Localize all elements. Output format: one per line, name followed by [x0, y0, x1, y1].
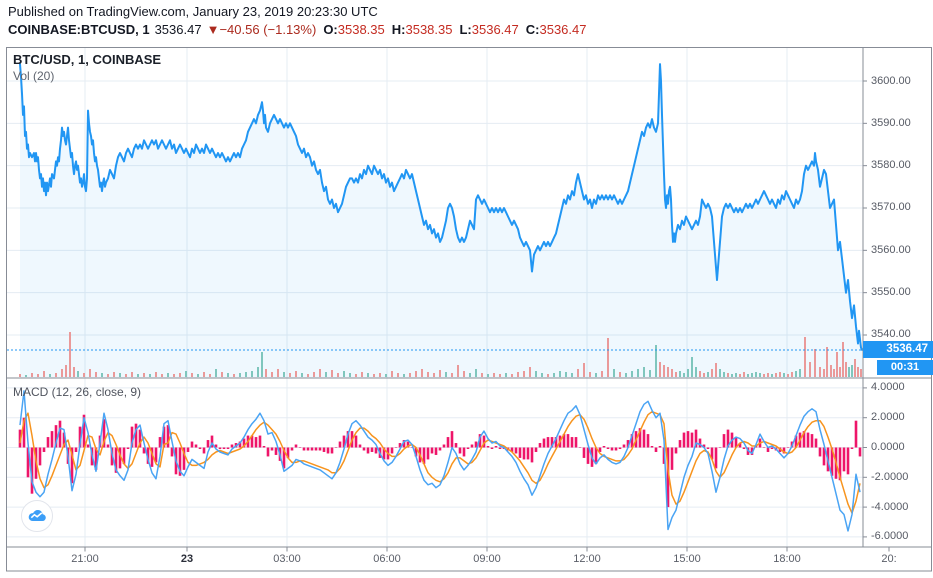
- macd-axis-label: 2.0000: [871, 411, 905, 424]
- close-label: C:: [525, 22, 540, 37]
- price-axis-label: 3550.00: [871, 286, 911, 299]
- pane-title-price: BTC/USD, 1, COINBASE Vol (20): [13, 52, 161, 84]
- change-text: −40.56 (−1.13%): [219, 22, 317, 37]
- macd-axis-label: 0.0000: [871, 441, 905, 453]
- price-axis-label: 3600.00: [871, 74, 911, 87]
- price-axis-label: 3570.00: [871, 201, 911, 214]
- macd-axis-label: -4.0000: [871, 500, 909, 513]
- time-axis-label: 18:00: [773, 553, 801, 565]
- last-price-badge: 3536.47: [863, 341, 933, 358]
- cloud-chart-icon: [28, 509, 46, 522]
- low-label: L:: [459, 22, 472, 37]
- open-label: O:: [323, 22, 338, 37]
- time-axis-label: 12:00: [573, 553, 601, 565]
- macd-axis-label: -2.0000: [871, 470, 909, 483]
- low-value: 3536.47: [471, 22, 519, 37]
- price-pane-title: BTC/USD, 1, COINBASE: [13, 52, 162, 67]
- symbol-name: COINBASE:BTCUSD, 1: [8, 22, 150, 37]
- macd-axis-label: 4.0000: [871, 381, 905, 394]
- last-price-text: 3536.47: [154, 22, 202, 37]
- tradingview-logo[interactable]: [21, 500, 53, 532]
- open-value: 3538.35: [337, 22, 385, 37]
- volume-indicator-label: Vol (20): [13, 69, 55, 83]
- macd-indicator-label: MACD (12, 26, close, 9): [13, 385, 142, 399]
- high-label: H:: [391, 22, 406, 37]
- high-value: 3538.35: [405, 22, 453, 37]
- published-line: Published on TradingView.com, January 23…: [8, 4, 378, 19]
- down-arrow-icon: ▼: [206, 22, 220, 37]
- price-axis-label: 3560.00: [871, 243, 911, 256]
- countdown-badge: 00:31: [877, 360, 933, 375]
- price-axis-label: 3540.00: [871, 328, 911, 341]
- time-axis-label: 15:00: [673, 553, 701, 565]
- time-axis-label: 06:00: [373, 553, 401, 565]
- time-axis-label: 21:00: [71, 553, 99, 565]
- symbol-line: COINBASE:BTCUSD, 1 3536.47 ▼−40.56 (−1.13%…: [8, 22, 586, 37]
- time-axis-label: 09:00: [473, 553, 501, 565]
- price-axis-label: 3590.00: [871, 116, 911, 129]
- macd-axis-label: -6.0000: [871, 530, 909, 543]
- close-value: 3536.47: [539, 22, 587, 37]
- time-axis-label: 03:00: [273, 553, 301, 565]
- time-axis-label: 23: [180, 553, 194, 565]
- price-axis-label: 3580.00: [871, 159, 911, 172]
- time-axis-label: 20:: [881, 553, 897, 565]
